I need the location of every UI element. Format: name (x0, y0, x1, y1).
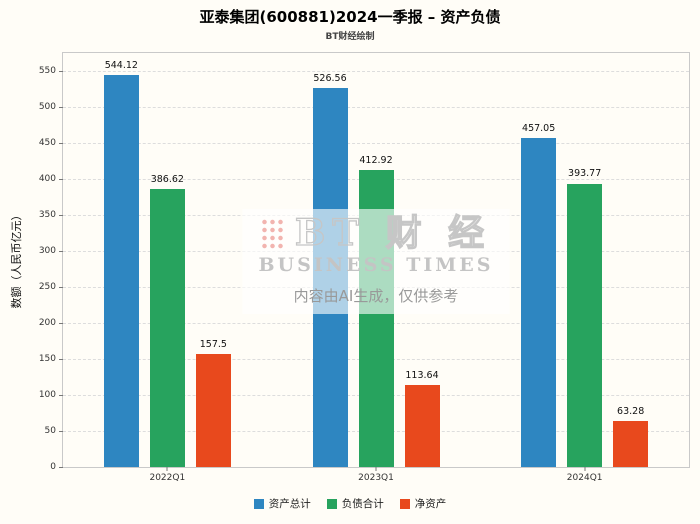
y-tick-mark (59, 143, 63, 144)
x-tick-label: 2024Q1 (566, 473, 603, 483)
legend-label: 净资产 (414, 498, 447, 510)
legend-item: 资产总计 (253, 496, 311, 511)
y-tick-label: 300 (38, 246, 56, 256)
bar-value-label: 157.5 (199, 338, 227, 350)
y-tick-label: 250 (38, 282, 56, 292)
gridline (63, 143, 689, 144)
y-tick-mark (59, 395, 63, 396)
y-tick-label: 400 (38, 174, 56, 184)
bar-value-label: 412.92 (359, 154, 393, 166)
legend: 资产总计 负债合计 净资产 (0, 496, 700, 511)
y-tick-label: 100 (38, 390, 56, 400)
bar-value-label: 526.56 (313, 72, 347, 84)
y-tick-label: 0 (50, 462, 56, 472)
bar-value-label: 544.12 (104, 60, 138, 72)
bar-value-label: 386.62 (150, 173, 184, 185)
chart-title: 亚泰集团(600881)2024一季报 – 资产负债 (199, 8, 501, 26)
x-tick-mark (166, 467, 168, 471)
legend-label: 负债合计 (341, 498, 384, 510)
bar-value-label: 393.77 (568, 168, 602, 180)
chart-subtitle: BT财经绘制 (325, 32, 375, 42)
y-tick-mark (59, 107, 63, 108)
watermark-dots-icon (260, 217, 285, 250)
legend-swatch (399, 498, 410, 509)
y-tick-label: 50 (44, 426, 56, 436)
y-tick-label: 350 (38, 210, 56, 220)
y-tick-mark (59, 323, 63, 324)
watermark-logo-text: BT 财 经 (294, 212, 492, 254)
x-tick-label: 2022Q1 (149, 473, 186, 483)
plot-area: BT 财 经 BUSINESS TIMES 内容由AI生成，仅供参考 0 50 10… (39, 52, 690, 483)
bar (613, 421, 649, 467)
gridline (63, 107, 689, 108)
bar-value-label: 113.64 (405, 370, 439, 382)
y-tick-mark (59, 359, 63, 360)
bar (195, 353, 231, 467)
x-tick-mark (375, 467, 377, 471)
watermark-disclaimer: 内容由AI生成，仅供参考 (293, 286, 459, 305)
y-tick-mark (59, 215, 63, 216)
legend-label: 资产总计 (268, 498, 311, 510)
watermark-logo: BT 财 经 (259, 212, 494, 254)
x-tick-mark (584, 467, 586, 471)
bar-value-label: 63.28 (617, 406, 645, 418)
watermark-subtitle: BUSINESS TIMES (258, 253, 494, 276)
y-tick-mark (59, 287, 63, 288)
y-tick-mark (59, 179, 63, 180)
bar (404, 385, 440, 467)
legend-swatch (253, 498, 264, 509)
y-tick-mark (59, 431, 63, 432)
watermark: BT 财 经 BUSINESS TIMES 内容由AI生成，仅供参考 (242, 209, 510, 314)
legend-item: 负债合计 (326, 496, 384, 511)
bar (149, 188, 185, 467)
bar-value-label: 457.05 (522, 122, 556, 134)
y-axis-label: 数额（人民币亿元） (10, 209, 23, 309)
y-tick-label: 450 (38, 138, 56, 148)
bar (521, 137, 557, 467)
y-tick-mark (59, 467, 63, 468)
legend-swatch (326, 498, 337, 509)
y-tick-mark (59, 251, 63, 252)
bar (567, 183, 603, 467)
y-tick-label: 500 (38, 102, 56, 112)
legend-item: 净资产 (399, 496, 447, 511)
y-tick-mark (59, 71, 63, 72)
bar (103, 75, 139, 467)
y-tick-label: 200 (38, 318, 56, 328)
x-tick-label: 2023Q1 (358, 473, 394, 483)
y-tick-label: 550 (38, 66, 56, 76)
y-tick-label: 150 (38, 354, 56, 364)
gridline (63, 71, 689, 72)
